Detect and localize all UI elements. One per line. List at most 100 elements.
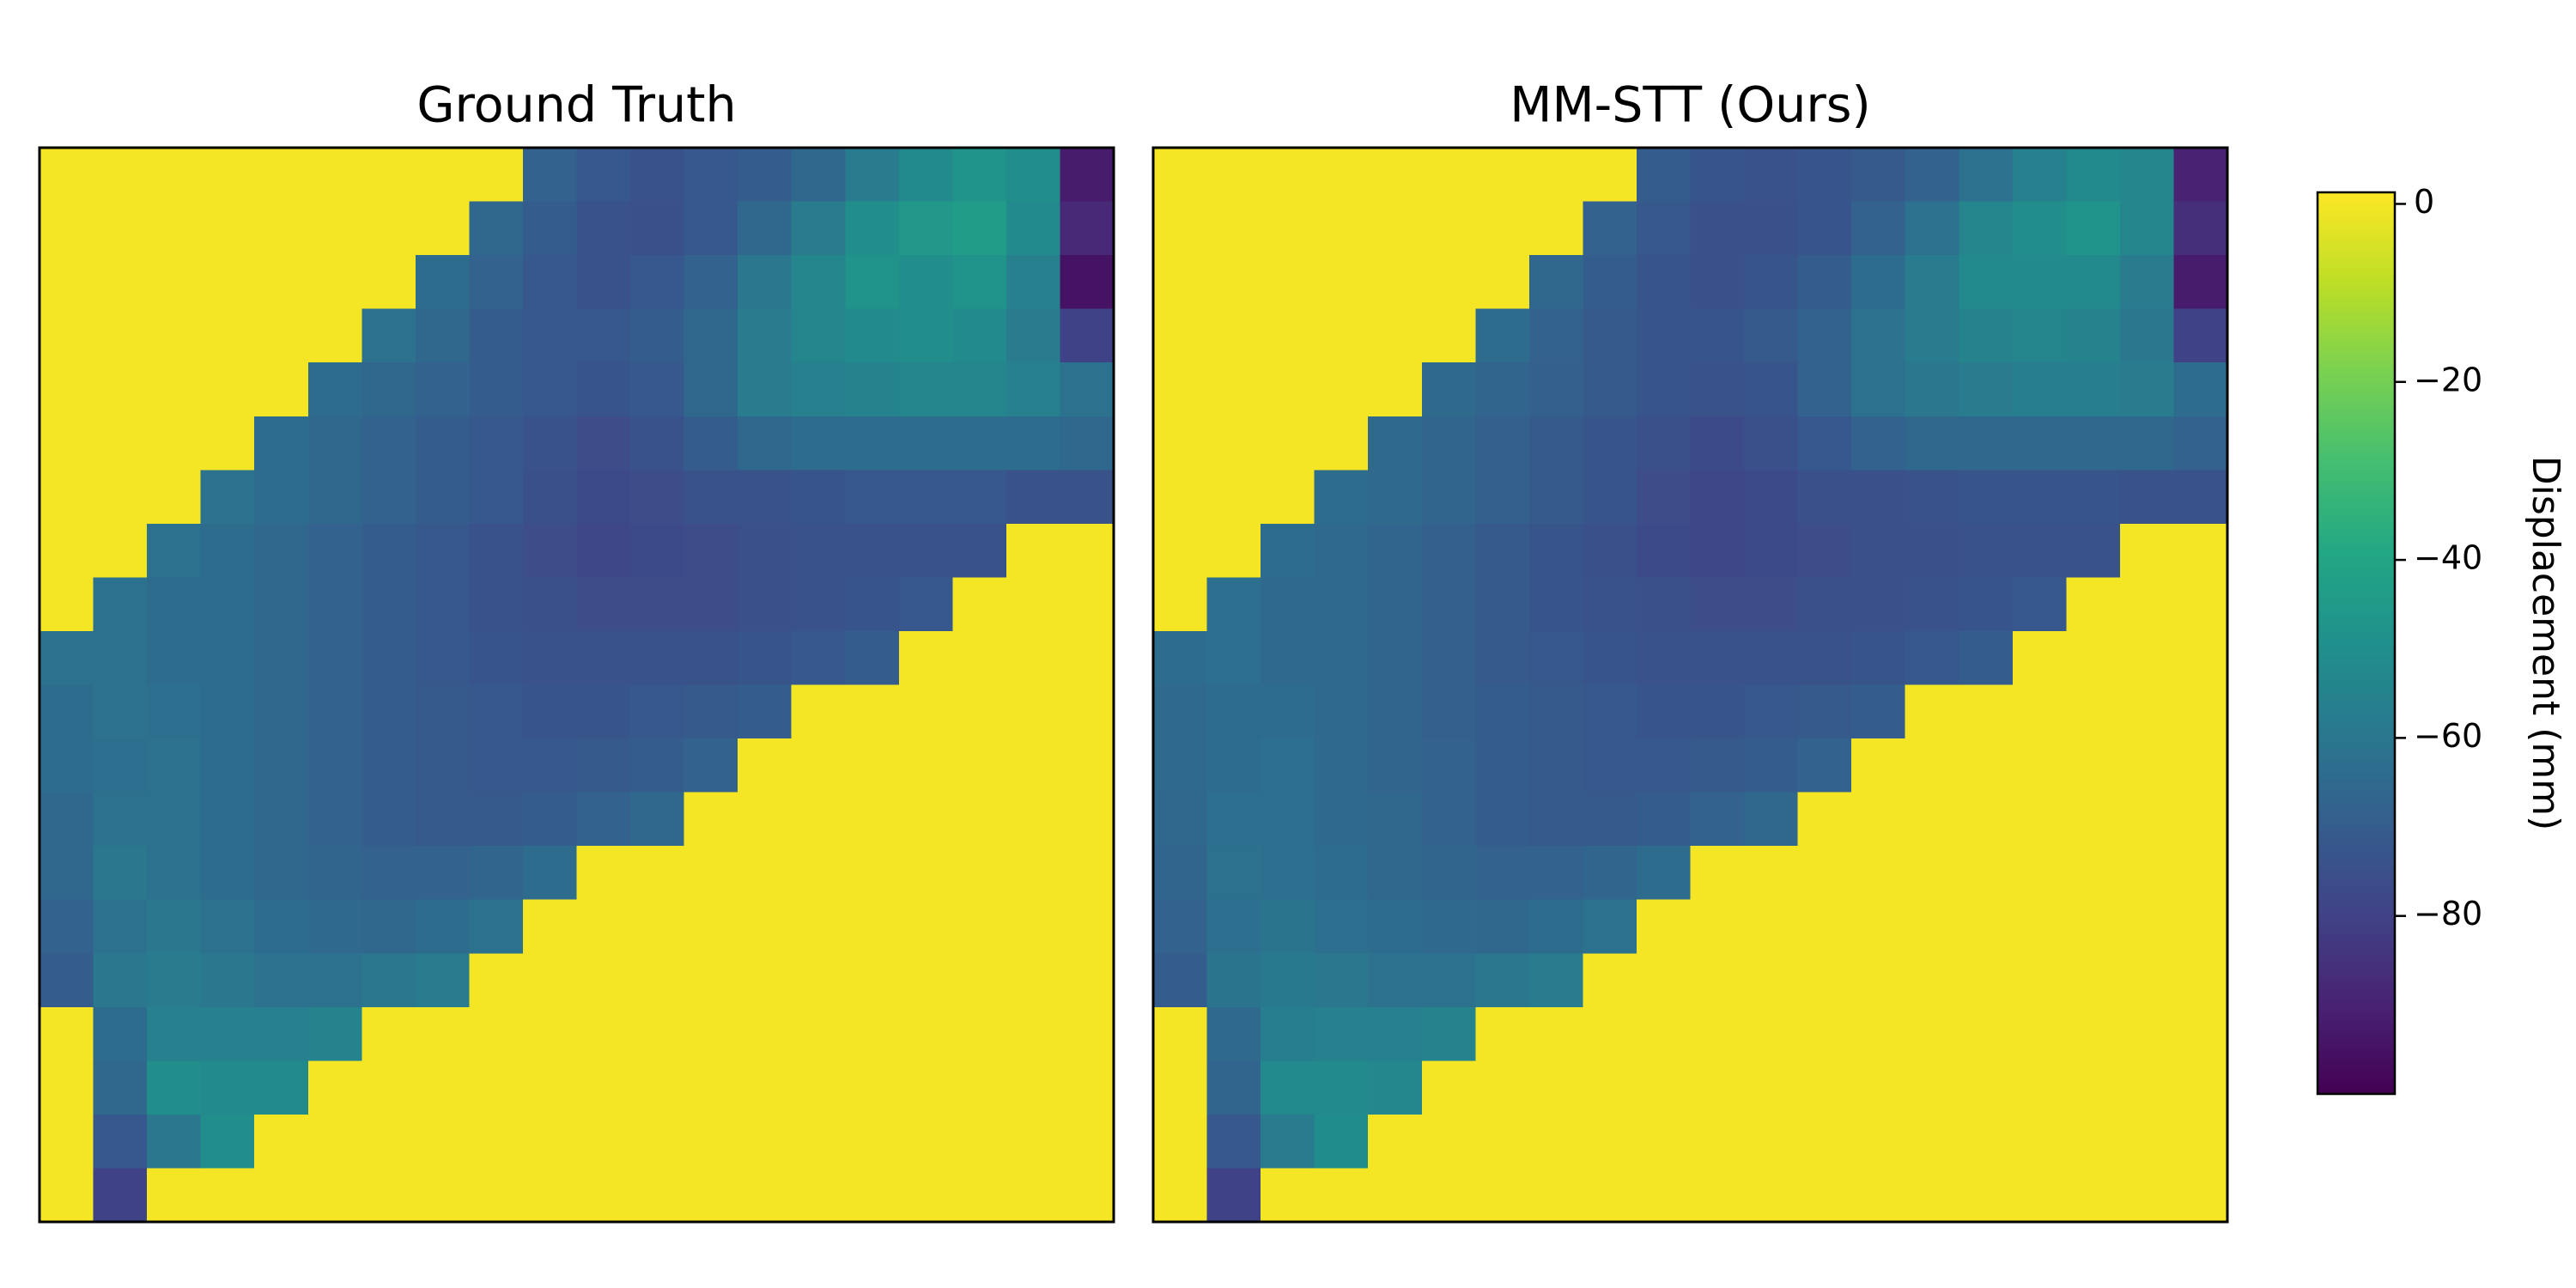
cell xyxy=(576,1060,631,1115)
cell xyxy=(1744,953,1799,1008)
cell xyxy=(522,1006,578,1061)
cell xyxy=(1528,684,1583,739)
cell xyxy=(469,1114,524,1170)
cell xyxy=(1314,792,1369,847)
cell xyxy=(576,1168,631,1223)
cell xyxy=(845,1006,900,1061)
cell xyxy=(1475,201,1530,256)
cell xyxy=(522,684,578,739)
cell xyxy=(630,362,685,417)
cell xyxy=(2119,148,2175,203)
cell xyxy=(1060,1060,1115,1115)
cell xyxy=(683,1168,738,1223)
cell xyxy=(1636,362,1692,417)
cell xyxy=(845,846,900,901)
cell xyxy=(1851,523,1906,578)
cell xyxy=(738,308,793,363)
cell xyxy=(1005,899,1061,954)
cell xyxy=(1314,630,1369,686)
cell xyxy=(630,148,685,203)
cell xyxy=(1060,630,1115,686)
cell xyxy=(415,792,470,847)
cell xyxy=(361,1060,416,1115)
cell xyxy=(93,577,148,632)
cell xyxy=(738,523,793,578)
cell xyxy=(93,148,148,203)
cell xyxy=(1797,470,1852,525)
cell xyxy=(2012,470,2067,525)
cell xyxy=(2119,201,2175,256)
cell xyxy=(576,953,631,1008)
cell xyxy=(415,1006,470,1061)
heatmap xyxy=(1153,148,2228,1223)
cell xyxy=(1475,1168,1530,1223)
cell xyxy=(1153,846,1208,901)
cell xyxy=(254,201,309,256)
cell xyxy=(1583,899,1637,954)
cell xyxy=(307,684,362,739)
cell xyxy=(1060,523,1115,578)
colorbar-tick-label: −80 xyxy=(2414,895,2482,933)
cell xyxy=(1528,1114,1583,1170)
cell xyxy=(1690,738,1745,793)
cell xyxy=(1744,362,1799,417)
cell xyxy=(147,846,202,901)
cell xyxy=(522,308,578,363)
cell xyxy=(1153,523,1208,578)
cell xyxy=(2066,201,2121,256)
cell xyxy=(415,255,470,310)
cell xyxy=(1528,846,1583,901)
cell xyxy=(1475,148,1530,203)
cell xyxy=(1261,953,1315,1008)
cell xyxy=(200,1060,255,1115)
cell xyxy=(1261,630,1315,686)
cell xyxy=(1060,684,1115,739)
cell xyxy=(1206,1114,1261,1170)
cell xyxy=(39,255,94,310)
cell xyxy=(469,148,524,203)
cell xyxy=(200,148,255,203)
cell xyxy=(952,523,1007,578)
cell xyxy=(1905,1006,1959,1061)
cell xyxy=(200,1168,255,1223)
cell xyxy=(415,416,470,471)
cell xyxy=(39,308,94,363)
heatmap xyxy=(39,148,1115,1223)
cell xyxy=(576,1006,631,1061)
cell xyxy=(952,953,1007,1008)
cell xyxy=(1475,470,1530,525)
cell xyxy=(1636,684,1692,739)
cell xyxy=(147,953,202,1008)
cell xyxy=(469,201,524,256)
cell xyxy=(469,630,524,686)
cell xyxy=(952,738,1007,793)
cell xyxy=(2119,1114,2175,1170)
cell xyxy=(361,362,416,417)
cell xyxy=(147,308,202,363)
cell xyxy=(683,738,738,793)
cell xyxy=(469,416,524,471)
cell xyxy=(845,577,900,632)
cell xyxy=(1206,470,1261,525)
cell xyxy=(630,577,685,632)
cell xyxy=(1583,738,1637,793)
cell xyxy=(1959,1114,2014,1170)
cell xyxy=(147,1006,202,1061)
cell xyxy=(2066,470,2121,525)
cell xyxy=(2119,1006,2175,1061)
cell xyxy=(254,630,309,686)
cell xyxy=(1583,148,1637,203)
cell xyxy=(576,899,631,954)
cell xyxy=(1851,1060,1906,1115)
cell xyxy=(1153,470,1208,525)
cell xyxy=(2012,953,2067,1008)
cell xyxy=(1005,416,1061,471)
cell xyxy=(1959,148,2014,203)
cell xyxy=(1905,1168,1959,1223)
cell xyxy=(952,255,1007,310)
cell xyxy=(1368,201,1423,256)
cell xyxy=(1744,684,1799,739)
cell xyxy=(361,416,416,471)
cell xyxy=(39,416,94,471)
cell xyxy=(200,630,255,686)
